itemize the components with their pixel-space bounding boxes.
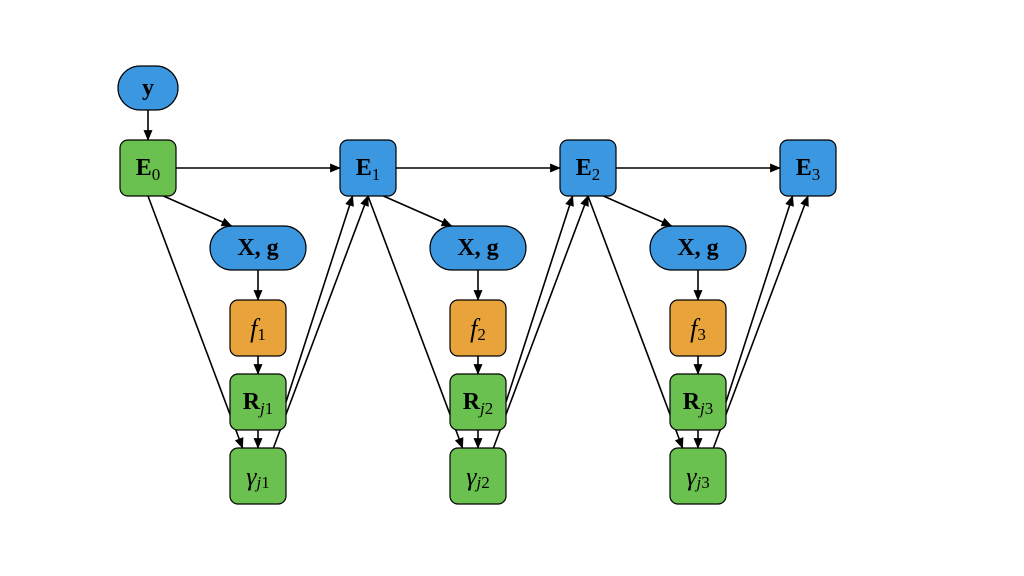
node-E3: E3 xyxy=(780,140,836,196)
edge-E2-Xg3 xyxy=(603,196,671,226)
edge-E1-Xg2 xyxy=(383,196,451,226)
edge-R2-E2 xyxy=(506,196,573,402)
node-Xg1-label: X, g xyxy=(237,235,278,261)
node-f2: f2 xyxy=(450,300,506,356)
node-f1: f1 xyxy=(230,300,286,356)
node-y-label: y xyxy=(142,75,154,101)
node-Xg1: X, g xyxy=(210,226,306,270)
node-R1: Rj1 xyxy=(230,374,286,430)
node-f3: f3 xyxy=(670,300,726,356)
edge-R1-E1 xyxy=(286,196,353,402)
node-Xg3-label: X, g xyxy=(677,235,718,261)
node-E1: E1 xyxy=(340,140,396,196)
node-g3: γj3 xyxy=(670,448,726,504)
node-R3: Rj3 xyxy=(670,374,726,430)
edge-R3-E3 xyxy=(726,196,793,402)
node-R2: Rj2 xyxy=(450,374,506,430)
edge-E0-Xg1 xyxy=(163,196,231,226)
node-y: y xyxy=(118,66,178,110)
diagram-canvas: y E0 E1 E2 E3 X, g X, g X, g f1 f2 f3 Rj1 Rj2 Rj3 γj1 γ… xyxy=(0,0,1024,576)
node-Xg2-label: X, g xyxy=(457,235,498,261)
node-E2: E2 xyxy=(560,140,616,196)
node-Xg3: X, g xyxy=(650,226,746,270)
nodes-layer: y E0 E1 E2 E3 X, g X, g X, g f1 f2 f3 Rj1 Rj2 Rj3 γj1 γ… xyxy=(118,66,836,504)
node-g2: γj2 xyxy=(450,448,506,504)
node-E0: E0 xyxy=(120,140,176,196)
node-g1: γj1 xyxy=(230,448,286,504)
node-Xg2: X, g xyxy=(430,226,526,270)
